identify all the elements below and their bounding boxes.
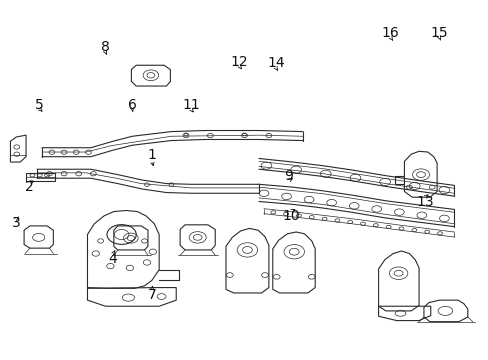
Text: 2: 2 [24, 180, 33, 194]
Text: 5: 5 [35, 98, 44, 112]
Text: 15: 15 [430, 26, 447, 40]
Text: 6: 6 [128, 98, 137, 112]
Text: 10: 10 [282, 209, 299, 223]
Text: 11: 11 [182, 98, 199, 112]
Text: 3: 3 [12, 216, 20, 230]
Text: 8: 8 [101, 40, 110, 54]
Text: 7: 7 [147, 288, 156, 302]
Text: 12: 12 [230, 55, 248, 69]
Text: 9: 9 [284, 170, 292, 183]
Text: 16: 16 [381, 26, 399, 40]
Text: 14: 14 [267, 57, 285, 71]
Text: 4: 4 [108, 252, 117, 266]
Text: 1: 1 [147, 148, 156, 162]
Text: 13: 13 [415, 194, 433, 208]
